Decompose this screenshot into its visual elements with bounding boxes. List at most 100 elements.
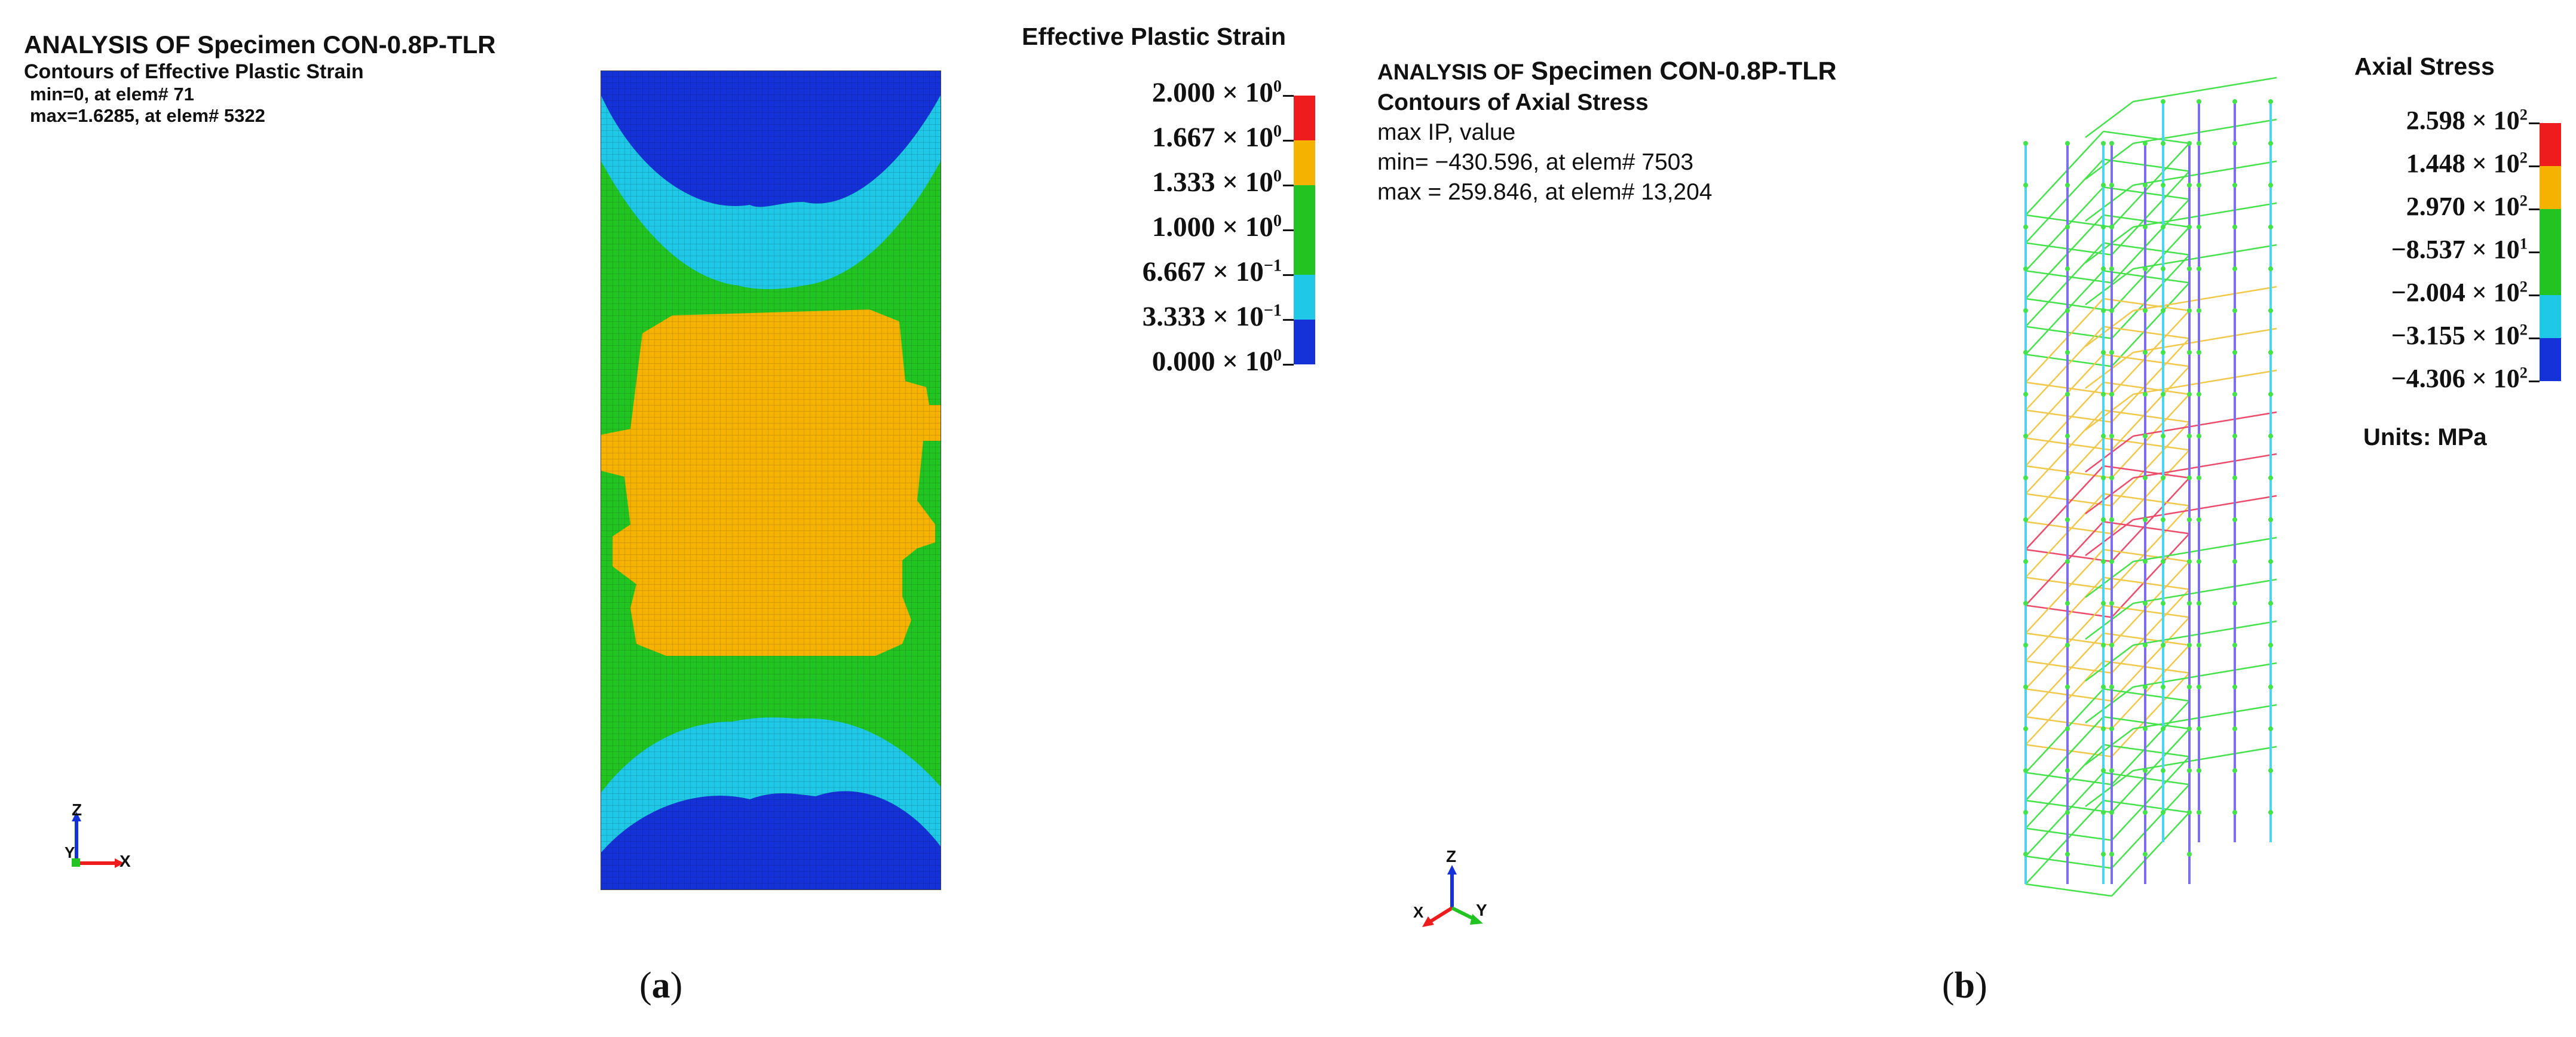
legend-color-swatch bbox=[1294, 140, 1315, 185]
axis-triad-a-icon bbox=[72, 812, 124, 868]
legend-label-exponent: 2 bbox=[2519, 105, 2528, 124]
legend-label-mantissa: −2.004 × 10 bbox=[2391, 278, 2520, 307]
legend-label-exponent: 0 bbox=[1273, 122, 1282, 141]
legend-label: 2.970 × 102 bbox=[2406, 191, 2528, 222]
axis-a-z-label: Z bbox=[72, 800, 82, 819]
legend-label-mantissa: 1.448 × 10 bbox=[2406, 149, 2520, 178]
legend-label-mantissa: −3.155 × 10 bbox=[2391, 321, 2520, 350]
legend-tick bbox=[2529, 338, 2540, 339]
legend-label-mantissa: 2.970 × 10 bbox=[2406, 192, 2520, 221]
legend-color-swatch bbox=[2540, 295, 2561, 338]
legend-color-swatch bbox=[1294, 230, 1315, 275]
legend-label-mantissa: 2.598 × 10 bbox=[2406, 106, 2520, 135]
legend-label: 2.598 × 102 bbox=[2406, 105, 2528, 136]
legend-label-exponent: 0 bbox=[1273, 167, 1282, 186]
legend-color-swatch bbox=[2540, 209, 2561, 252]
rebar-cage-axial-stress-plot bbox=[2023, 76, 2277, 897]
legend-tick bbox=[2529, 294, 2540, 296]
legend-color-swatch bbox=[1294, 275, 1315, 320]
panel-b-units: Units: MPa bbox=[2363, 424, 2487, 450]
panel-b-subtitle: Contours of Axial Stress bbox=[1377, 90, 1649, 116]
legend-label-exponent: 2 bbox=[2519, 191, 2528, 210]
caption-a-letter: a bbox=[651, 965, 670, 1006]
legend-color-swatch bbox=[2540, 252, 2561, 295]
legend-label-exponent: −1 bbox=[1263, 256, 1282, 275]
legend-label-exponent: 2 bbox=[2519, 320, 2528, 339]
legend-label: −8.537 × 101 bbox=[2391, 234, 2528, 265]
legend-label-mantissa: 0.000 × 10 bbox=[1151, 346, 1273, 377]
legend-color-swatch bbox=[2540, 166, 2561, 209]
panel-a-legend: 2.000 × 100 1.667 × 100 1.333 × 100 1.000 ×… bbox=[968, 76, 1318, 388]
legend-label-mantissa: 3.333 × 10 bbox=[1142, 301, 1264, 332]
caption-b: (b) bbox=[1942, 965, 1987, 1006]
legend-label-exponent: 2 bbox=[2519, 277, 2528, 296]
plastic-strain-contour-plot bbox=[601, 70, 941, 890]
panel-a-subtitle: Contours of Effective Plastic Strain bbox=[24, 60, 364, 83]
panel-b-min: min= −430.596, at elem# 7503 bbox=[1377, 149, 1694, 175]
legend-label-exponent: −1 bbox=[1263, 301, 1282, 320]
panel-b-header: ANALYSIS OF Specimen CON-0.8P-TLR Contou… bbox=[1377, 55, 1837, 207]
legend-tick bbox=[1283, 319, 1294, 321]
legend-label: 1.000 × 100 bbox=[1152, 211, 1282, 243]
caption-b-letter: b bbox=[1954, 965, 1975, 1006]
legend-tick bbox=[2529, 251, 2540, 253]
legend-color-swatch bbox=[1294, 320, 1315, 364]
legend-label: 1.333 × 100 bbox=[1152, 166, 1282, 198]
legend-label-exponent: 1 bbox=[2519, 234, 2528, 253]
panel-b-title: ANALYSIS OF Specimen CON-0.8P-TLR bbox=[1377, 55, 1837, 88]
panel-a-max: max=1.6285, at elem# 5322 bbox=[30, 105, 265, 127]
plot-border bbox=[601, 70, 941, 890]
legend-label-mantissa: 1.000 × 10 bbox=[1151, 211, 1273, 243]
legend-tick bbox=[2529, 208, 2540, 210]
legend-label-exponent: 2 bbox=[2519, 148, 2528, 167]
legend-label: 2.000 × 100 bbox=[1152, 76, 1282, 109]
panel-a-legend-title: Effective Plastic Strain bbox=[1022, 23, 1287, 50]
legend-tick bbox=[1283, 274, 1294, 276]
legend-label-mantissa: 1.667 × 10 bbox=[1151, 122, 1273, 153]
legend-label: 0.000 × 100 bbox=[1152, 345, 1282, 378]
axis-b-z-label: Z bbox=[1446, 847, 1457, 866]
legend-label-exponent: 2 bbox=[2519, 363, 2528, 382]
legend-label: −4.306 × 102 bbox=[2391, 363, 2528, 394]
axis-a-y-label: Y bbox=[65, 843, 75, 861]
legend-tick bbox=[1283, 364, 1294, 366]
panel-a-title: ANALYSIS OF Specimen CON-0.8P-TLR bbox=[24, 30, 496, 59]
legend-tick bbox=[2529, 165, 2540, 167]
legend-label-mantissa: 6.667 × 10 bbox=[1142, 256, 1264, 287]
legend-label: 3.333 × 10−1 bbox=[1142, 300, 1282, 333]
panel-b-legend: 2.598 × 102 1.448 × 102 2.970 × 102 −8.537 … bbox=[2283, 100, 2569, 399]
legend-label-mantissa: −8.537 × 10 bbox=[2391, 235, 2520, 264]
panel-b-line3: max IP, value bbox=[1377, 119, 1516, 145]
legend-color-swatch bbox=[2540, 123, 2561, 166]
legend-label: 6.667 × 10−1 bbox=[1142, 256, 1282, 288]
axis-triad-b-icon bbox=[1422, 865, 1483, 927]
caption-a: (a) bbox=[639, 965, 683, 1006]
legend-tick bbox=[2529, 381, 2540, 382]
legend-label-mantissa: 1.333 × 10 bbox=[1151, 167, 1273, 198]
panel-b-legend-title: Axial Stress bbox=[2354, 53, 2495, 80]
legend-label-exponent: 0 bbox=[1273, 346, 1282, 365]
axis-b-y-label: Y bbox=[1476, 901, 1487, 919]
legend-label: −2.004 × 102 bbox=[2391, 277, 2528, 308]
panel-a-header: ANALYSIS OF Specimen CON-0.8P-TLR Contou… bbox=[24, 30, 496, 127]
axis-a-x-label: X bbox=[120, 852, 131, 870]
legend-label-exponent: 0 bbox=[1273, 211, 1282, 231]
legend-label-exponent: 0 bbox=[1273, 77, 1282, 96]
legend-color-swatch bbox=[2540, 338, 2561, 381]
panel-b-title-prefix: ANALYSIS OF bbox=[1377, 60, 1524, 84]
panel-b-title-rest: Specimen CON-0.8P-TLR bbox=[1524, 57, 1837, 85]
finite-element-mesh bbox=[601, 70, 941, 890]
legend-label: 1.667 × 100 bbox=[1152, 121, 1282, 154]
legend-tick bbox=[1283, 229, 1294, 231]
legend-tick bbox=[1283, 95, 1294, 97]
legend-label: −3.155 × 102 bbox=[2391, 320, 2528, 351]
legend-tick bbox=[2529, 122, 2540, 124]
legend-color-swatch bbox=[1294, 96, 1315, 140]
legend-label: 1.448 × 102 bbox=[2406, 148, 2528, 179]
legend-tick bbox=[1283, 140, 1294, 142]
legend-color-swatch bbox=[1294, 185, 1315, 230]
panel-a-min: min=0, at elem# 71 bbox=[30, 83, 194, 105]
panel-b-max: max = 259.846, at elem# 13,204 bbox=[1377, 179, 1713, 205]
legend-label-mantissa: 2.000 × 10 bbox=[1151, 77, 1273, 108]
axis-b-x-label: X bbox=[1413, 903, 1424, 921]
